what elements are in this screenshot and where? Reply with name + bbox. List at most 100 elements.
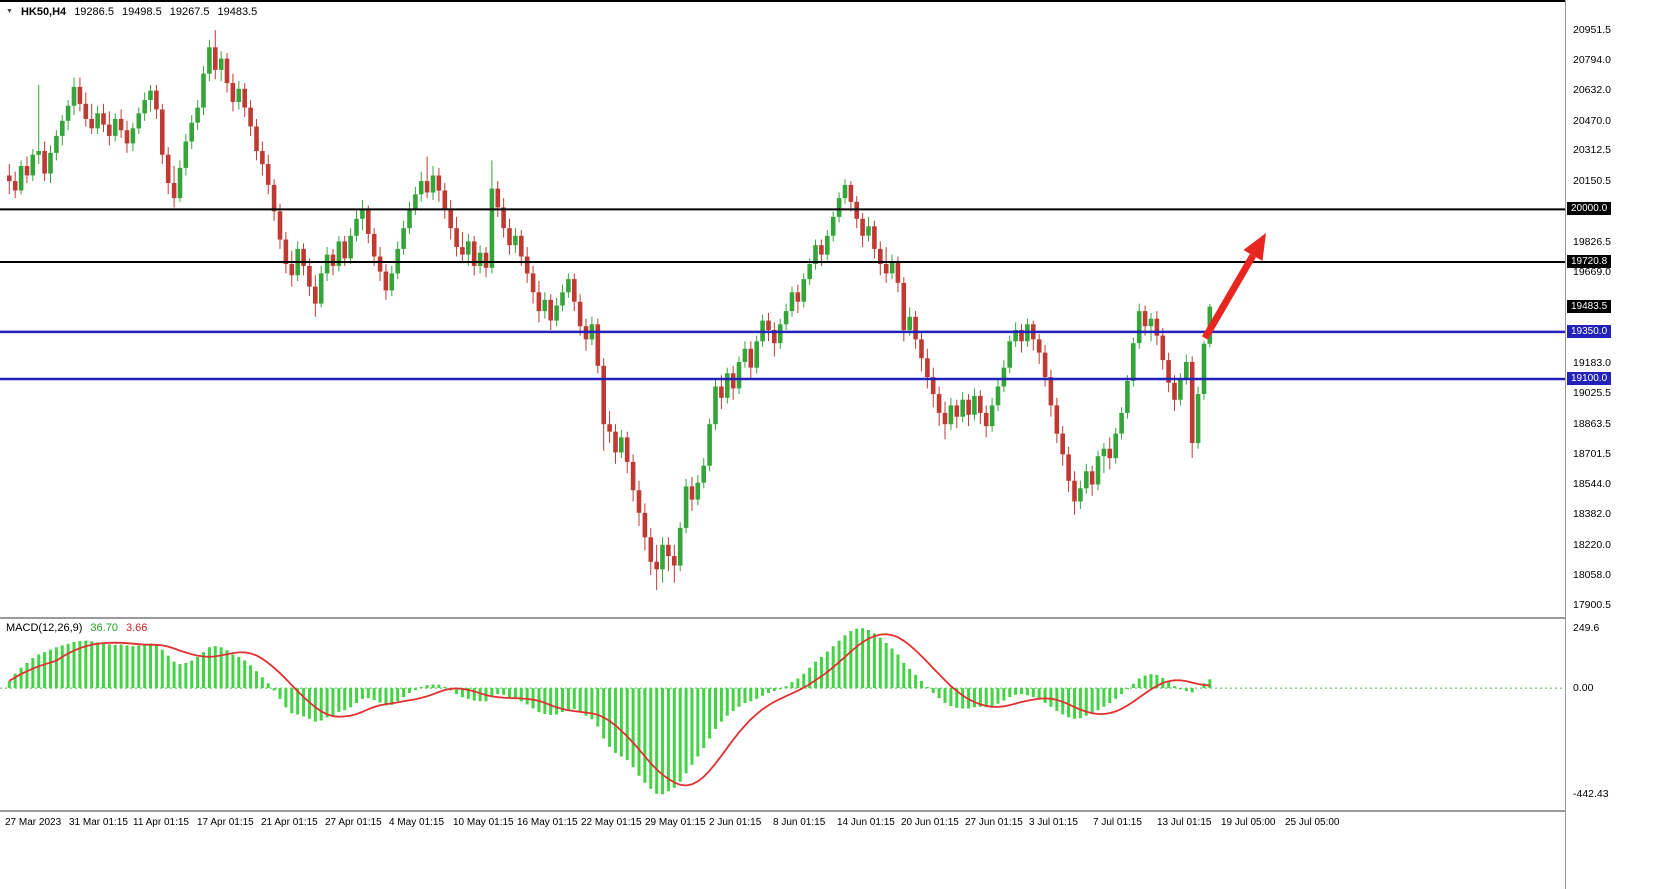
price-tick-label: 20951.5 — [1573, 24, 1611, 37]
time-axis-label: 29 May 01:15 — [645, 817, 706, 828]
candle-body — [1001, 367, 1007, 387]
candle-body — [572, 279, 577, 302]
candle-body — [872, 226, 877, 249]
panel-separator[interactable] — [0, 617, 1671, 619]
candle-body — [530, 273, 536, 293]
candle-body — [1160, 335, 1166, 361]
candle-body — [1142, 311, 1148, 327]
price-tick-label: 19826.5 — [1573, 236, 1611, 249]
candle-body — [307, 265, 312, 287]
candle-body — [978, 395, 983, 413]
time-axis-label: 27 Mar 2023 — [5, 817, 62, 828]
candle-body — [154, 90, 159, 110]
candle-body — [77, 86, 83, 104]
candle-body — [389, 273, 395, 291]
candle-body — [595, 324, 601, 366]
candle-body — [895, 262, 901, 283]
time-axis-label: 2 Jun 01:15 — [709, 817, 762, 828]
price-chart-canvas[interactable] — [0, 0, 1565, 617]
candle-body — [783, 311, 789, 325]
candle-body — [689, 486, 695, 500]
price-axis[interactable]: 20951.5 20794.0 20632.0 20470.0 20312.5 20150… — [1565, 0, 1671, 889]
candle-body — [1013, 330, 1018, 342]
candle-body — [195, 107, 200, 123]
price-tick-label: 20794.0 — [1573, 53, 1611, 66]
trend-arrow-head[interactable] — [1243, 233, 1266, 261]
candle-body — [1095, 456, 1101, 485]
candle-body — [418, 181, 424, 195]
candle-body — [1089, 471, 1095, 485]
candle-body — [65, 105, 71, 121]
candle-body — [1119, 412, 1124, 434]
candle-body — [507, 228, 512, 246]
candle-body — [960, 399, 965, 417]
candle-body — [524, 256, 530, 274]
price-line-badge: 19100.0 — [1567, 371, 1612, 385]
candle-body — [701, 465, 706, 483]
candle-body — [54, 135, 59, 153]
candle-body — [1060, 433, 1065, 455]
price-tick-label: 17900.5 — [1573, 599, 1611, 612]
candle-body — [813, 245, 818, 264]
candle-body — [207, 47, 212, 74]
candle-body — [983, 412, 989, 427]
candle-body — [1019, 330, 1024, 342]
candle-body — [236, 88, 242, 102]
candle-body — [989, 405, 995, 427]
candle-body — [1148, 318, 1154, 327]
candle-body — [313, 286, 318, 304]
candle-body — [136, 113, 142, 129]
candle-body — [1184, 362, 1189, 379]
candle-body — [171, 183, 177, 199]
time-axis-label: 31 Mar 01:15 — [69, 817, 128, 828]
time-axis-label: 10 May 01:15 — [453, 817, 514, 828]
macd-indicator-label: MACD(12,26,9) 36.70 3.66 — [6, 622, 147, 634]
candle-body — [719, 386, 724, 398]
candle-body — [925, 358, 930, 378]
candle-body — [713, 386, 718, 425]
time-axis-label: 3 Jul 01:15 — [1029, 817, 1078, 828]
candle-body — [742, 348, 748, 362]
chart-top-border — [0, 0, 1671, 2]
candle-body — [1107, 448, 1113, 459]
trend-arrow-annotation[interactable] — [1201, 233, 1266, 340]
price-tick-label: 18701.5 — [1573, 448, 1611, 461]
candle-body — [224, 58, 230, 84]
candle-body — [42, 151, 47, 174]
candle-body — [318, 273, 324, 304]
candle-body — [165, 154, 171, 183]
candle-body — [672, 556, 677, 566]
candle-body — [907, 316, 912, 330]
macd-indicator-panel[interactable]: MACD(12,26,9) 36.70 3.66 — [0, 619, 1565, 810]
candle-body — [901, 282, 907, 330]
candle-body — [477, 252, 483, 266]
candle-body — [495, 188, 501, 208]
price-chart-panel[interactable]: ▼ HK50,H4 19286.5 19498.5 19267.5 19483.… — [0, 0, 1565, 617]
candle-body — [218, 58, 224, 70]
candle-body — [930, 377, 936, 395]
candle-body — [189, 122, 194, 142]
candle-body — [260, 151, 265, 165]
candle-body — [107, 124, 112, 136]
candle-body — [248, 107, 253, 127]
price-tick-label: 20312.5 — [1573, 144, 1611, 157]
candle-body — [142, 100, 147, 114]
candle-body — [878, 248, 883, 264]
time-axis[interactable]: 27 Mar 2023 31 Mar 01:15 11 Apr 01:15 17 Ap… — [0, 812, 1671, 889]
candle-body — [1136, 311, 1142, 344]
candle-body — [24, 166, 30, 176]
candle-body — [160, 109, 165, 155]
price-tick-label: 20470.0 — [1573, 114, 1611, 127]
chart-marker-icon[interactable]: ▼ — [6, 8, 13, 15]
time-axis-label: 11 Apr 01:15 — [133, 817, 189, 828]
time-axis-label: 27 Apr 01:15 — [325, 817, 382, 828]
trend-arrow-shaft[interactable] — [1201, 253, 1256, 340]
candle-body — [848, 184, 854, 202]
candle-body — [513, 235, 518, 246]
macd-canvas[interactable] — [0, 619, 1565, 810]
bar-low-value: 19267.5 — [169, 6, 210, 18]
candle-body — [471, 241, 477, 266]
time-axis-label: 19 Jul 05:00 — [1221, 817, 1276, 828]
candle-body — [95, 113, 100, 129]
price-tick-label: 18058.0 — [1573, 569, 1611, 582]
